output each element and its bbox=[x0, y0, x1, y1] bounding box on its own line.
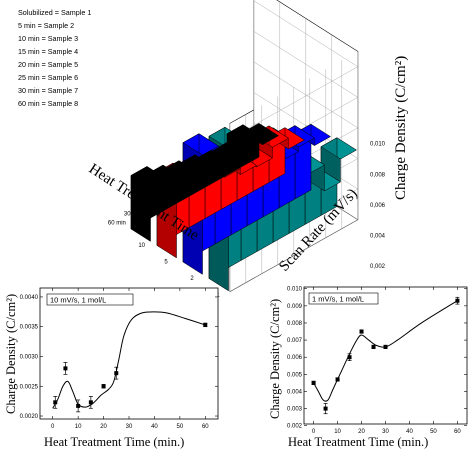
z-tick-label: 0,010 bbox=[370, 142, 386, 148]
data-point bbox=[63, 366, 68, 371]
category-tick-label: 30 min bbox=[124, 212, 142, 218]
chart-right-x-title: Heat Treatment Time (min.) bbox=[288, 435, 428, 449]
x-tick-label: 0 bbox=[312, 429, 316, 435]
data-point bbox=[455, 298, 460, 303]
z-tick-label: 0,008 bbox=[370, 172, 386, 178]
data-point bbox=[101, 384, 106, 389]
y-tick-label: 0.0035 bbox=[20, 325, 39, 331]
y-tick-label: 0.009 bbox=[287, 304, 303, 310]
x-tick-label: 50 bbox=[177, 424, 184, 430]
data-point bbox=[311, 380, 316, 385]
data-point bbox=[76, 403, 81, 408]
y-tick-label: 0.0030 bbox=[20, 354, 39, 360]
data-point bbox=[335, 377, 340, 382]
chart-right-annotation-box bbox=[308, 292, 379, 305]
x-tick-label: 0 bbox=[51, 424, 55, 430]
legend-line: 10 min = Sample 3 bbox=[18, 34, 78, 43]
data-point bbox=[88, 400, 93, 405]
data-point bbox=[53, 400, 58, 405]
chart-left-plot-area bbox=[39, 287, 219, 420]
x-tick-label: 50 bbox=[430, 429, 437, 435]
legend-line: 15 min = Sample 4 bbox=[18, 47, 78, 56]
x-tick-label: 10 bbox=[334, 429, 341, 435]
chart-left: 0 10 20 30 40 50 60 0.0020 0.0025 0.0030 0.0035 0.0… bbox=[4, 287, 219, 449]
y-tick-label: 0.0040 bbox=[20, 295, 39, 301]
chart-right-ticks: 0 10 20 30 40 50 60 0.002 0.003 0.004 0.005 0.006 0.… bbox=[287, 287, 467, 435]
ribbon-endcap bbox=[130, 174, 151, 242]
data-point bbox=[323, 406, 328, 411]
category-tick-label: 10 min bbox=[188, 176, 206, 182]
x-tick-label: 40 bbox=[151, 424, 158, 430]
y-tick-label: 0.004 bbox=[287, 389, 303, 395]
data-point bbox=[371, 344, 376, 349]
legend-line: 60 min = Sample 8 bbox=[18, 99, 78, 108]
ribbon-series bbox=[130, 122, 279, 242]
legend-line: 30 min = Sample 7 bbox=[18, 86, 78, 95]
data-point bbox=[203, 322, 208, 327]
x-tick-label: 10 bbox=[75, 424, 82, 430]
data-point bbox=[359, 329, 364, 334]
y-tick-label: 0.0025 bbox=[20, 384, 39, 390]
scanrate-tick-label: 2 bbox=[190, 276, 194, 282]
chart-right-annotation: 1 mV/s, 1 mol/L bbox=[312, 295, 364, 304]
chart-right-points bbox=[311, 296, 460, 415]
chart-left-x-title: Heat Treatment Time (min.) bbox=[44, 435, 184, 449]
chart-right: 0 10 20 30 40 50 60 0.002 0.003 0.004 0.005 0.006 0.… bbox=[268, 286, 468, 449]
y-tick-label: 0.002 bbox=[287, 424, 303, 430]
chart-3d-z-title: Charge Density (C/cm²) bbox=[393, 56, 409, 200]
scanrate-tick-label: 5 bbox=[164, 259, 168, 265]
legend-line: 5 min = Sample 2 bbox=[18, 21, 74, 30]
chart-3d-ribbons bbox=[130, 122, 357, 292]
chart-left-y-title: Charge Density (C/cm²) bbox=[4, 294, 18, 414]
legend-line: 20 min = Sample 5 bbox=[18, 60, 78, 69]
data-point bbox=[347, 355, 352, 360]
x-tick-label: 40 bbox=[406, 429, 413, 435]
legend-line: 25 min = Sample 6 bbox=[18, 73, 78, 82]
data-point bbox=[383, 344, 388, 349]
chart-right-plot-area bbox=[303, 286, 468, 425]
y-tick-label: 0.005 bbox=[287, 372, 303, 378]
chart-right-fit-line bbox=[313, 300, 458, 402]
chart-left-annotation-box bbox=[46, 293, 134, 306]
category-tick-label: 5 min bbox=[207, 167, 222, 173]
data-point bbox=[114, 371, 119, 376]
chart-3d-legend: Solubilized = Sample 1 5 min = Sample 2 … bbox=[18, 8, 91, 108]
category-tick-label: 60 min bbox=[108, 221, 126, 227]
category-tick-label: 15 min bbox=[172, 185, 190, 191]
z-tick-label: 0,004 bbox=[370, 233, 386, 239]
scanrate-tick-label: 10 bbox=[138, 243, 145, 249]
x-tick-label: 20 bbox=[100, 424, 107, 430]
chart-left-fit-line bbox=[52, 311, 206, 409]
legend-line: Solubilized = Sample 1 bbox=[18, 8, 91, 17]
chart-left-annotation: 10 mV/s, 1 mol/L bbox=[50, 296, 106, 305]
category-tick-label: 0 bbox=[235, 158, 239, 164]
y-tick-label: 0.008 bbox=[287, 321, 303, 327]
y-tick-label: 0.003 bbox=[287, 407, 303, 413]
z-tick-label: 0,006 bbox=[370, 203, 386, 209]
x-tick-label: 60 bbox=[202, 424, 209, 430]
x-tick-label: 60 bbox=[454, 429, 461, 435]
chart-3d: Solubilized = Sample 1 5 min = Sample 2 … bbox=[18, 0, 409, 301]
z-tick-label: 0,002 bbox=[370, 264, 386, 270]
category-tick-label: 25 min bbox=[140, 203, 158, 209]
chart-left-ticks: 0 10 20 30 40 50 60 0.0020 0.0025 0.0030 0.0035 0.0… bbox=[20, 288, 218, 430]
y-tick-label: 0.0020 bbox=[20, 414, 39, 420]
x-tick-label: 30 bbox=[382, 429, 389, 435]
category-tick-label: 20 min bbox=[156, 194, 174, 200]
chart-right-y-title: Charge Density (C/cm²) bbox=[268, 299, 282, 419]
y-tick-label: 0.007 bbox=[287, 338, 303, 344]
x-tick-label: 20 bbox=[358, 429, 365, 435]
y-tick-label: 0.010 bbox=[287, 287, 303, 293]
x-tick-label: 30 bbox=[126, 424, 133, 430]
y-tick-label: 0.006 bbox=[287, 355, 303, 361]
